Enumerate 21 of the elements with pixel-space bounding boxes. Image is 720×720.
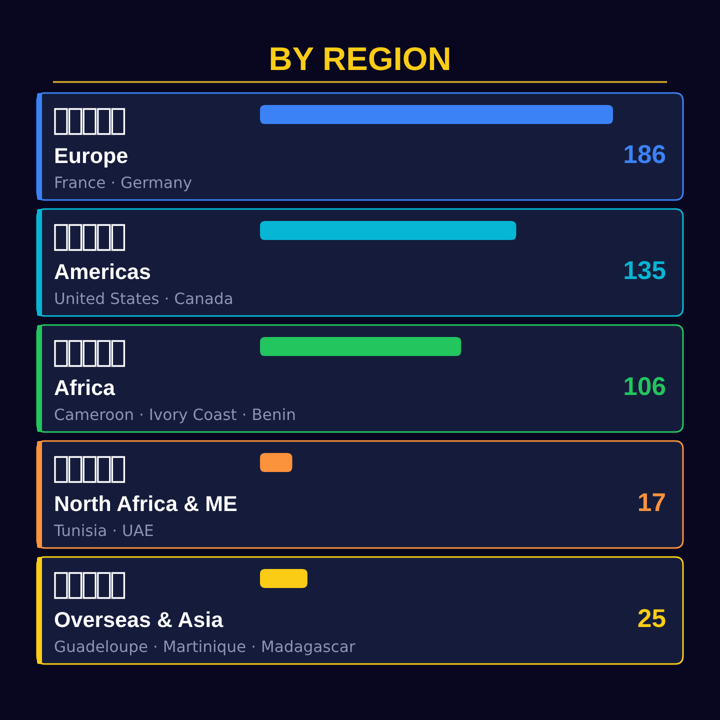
text: Tunisia · UAE	[54, 524, 153, 536]
y-tick-label: Overseas & Asia	[54, 611, 224, 628]
text: France · Germany	[56, 176, 192, 192]
y-tick-label: North Africa & ME	[55, 495, 237, 512]
bar	[260, 337, 462, 356]
bar	[260, 453, 292, 472]
y-tick-label: Americas	[54, 263, 150, 280]
annotation: Guadeloupe · Martinique · Madagascar	[54, 640, 356, 656]
data-label: 186	[624, 145, 666, 164]
y-tick-label: Europe	[55, 148, 128, 168]
bar	[260, 105, 613, 124]
data-label: 25	[638, 609, 666, 628]
chart-title: BY REGION	[270, 47, 450, 70]
data-label: 106	[624, 377, 666, 396]
y-tick-label: Africa	[54, 379, 116, 396]
annotation: Cameroon · Ivory Coast · Benin	[54, 408, 295, 424]
data-label: 17	[639, 493, 665, 511]
bar	[260, 221, 516, 240]
data-label: 135	[624, 261, 666, 280]
bar	[260, 569, 308, 588]
text: United States · Canada	[55, 292, 232, 304]
